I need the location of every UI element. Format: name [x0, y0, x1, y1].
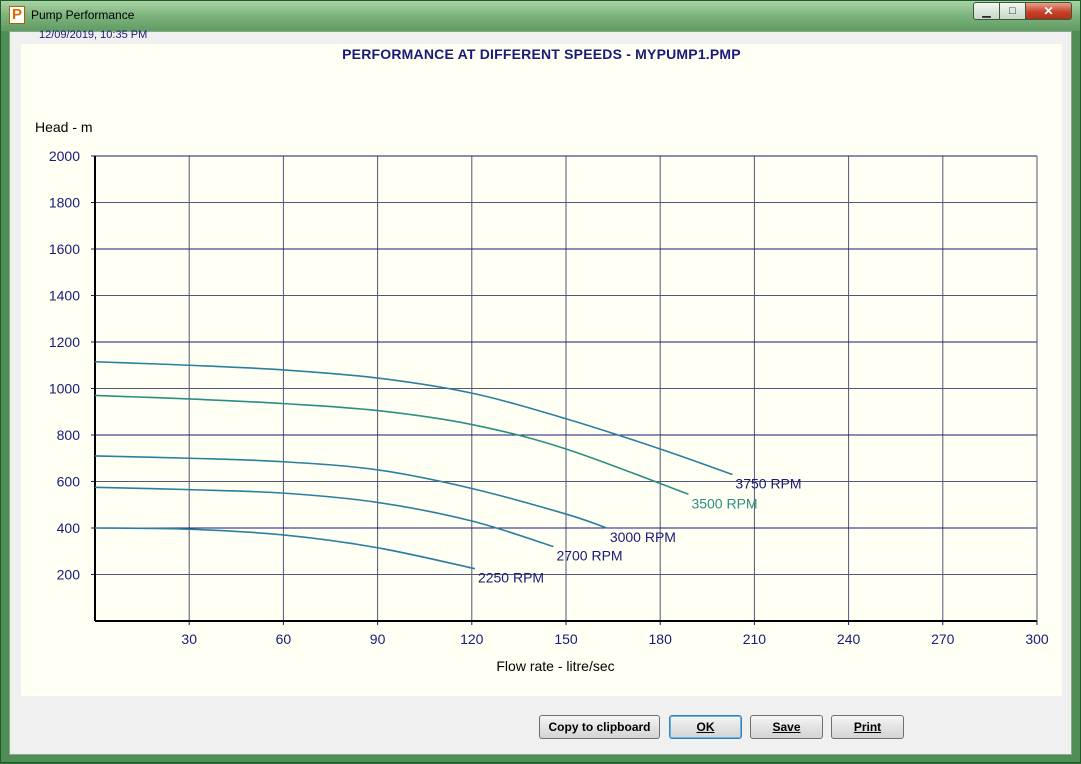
title-bar[interactable]: P Pump Performance ▁ □ ✕: [1, 1, 1080, 31]
save-button[interactable]: Save: [750, 715, 823, 739]
x-tick-label: 210: [743, 631, 767, 647]
curve-3000-rpm: [94, 455, 608, 529]
x-tick-label: 270: [931, 631, 955, 647]
app-logo-icon: P: [9, 6, 25, 24]
x-axis-label: Flow rate - litre/sec: [496, 658, 615, 674]
curve-3500-rpm: [94, 394, 689, 496]
curve-label: 2700 RPM: [556, 548, 622, 564]
y-tick-label: 800: [57, 427, 81, 443]
print-button[interactable]: Print: [831, 715, 904, 739]
x-tick-label: 120: [460, 631, 484, 647]
x-tick-label: 150: [554, 631, 578, 647]
minimize-icon: ▁: [982, 5, 991, 18]
y-tick-label: 1400: [49, 288, 80, 304]
close-icon: ✕: [1043, 4, 1054, 18]
curve-label: 3750 RPM: [735, 476, 801, 492]
x-tick-label: 240: [837, 631, 861, 647]
y-tick-label: 1600: [49, 241, 80, 257]
copy-to-clipboard-button[interactable]: Copy to clipboard: [539, 715, 660, 739]
x-tick-label: 180: [649, 631, 673, 647]
report-timestamp: 12/09/2019, 10:35 PM: [39, 29, 148, 41]
maximize-button[interactable]: □: [1000, 2, 1026, 20]
window-title: Pump Performance: [31, 8, 135, 22]
x-tick-label: 90: [370, 631, 386, 647]
y-tick-label: 600: [57, 474, 81, 490]
x-tick-label: 30: [181, 631, 197, 647]
y-tick-label: 2000: [49, 148, 80, 164]
x-tick-label: 60: [276, 631, 292, 647]
y-tick-label: 400: [57, 520, 81, 536]
close-button[interactable]: ✕: [1026, 2, 1072, 20]
curve-3750-rpm: [94, 360, 733, 476]
curve-label: 3500 RPM: [691, 495, 757, 511]
window-controls: ▁ □ ✕: [973, 2, 1072, 22]
maximize-icon: □: [1009, 5, 1016, 17]
ok-button-label: OK: [696, 720, 715, 734]
y-axis-label: Head - m: [35, 119, 93, 135]
ok-button[interactable]: OK: [669, 715, 742, 739]
curve-label: 2250 RPM: [478, 570, 544, 586]
curve-2700-rpm: [94, 486, 554, 548]
save-button-label: Save: [772, 720, 801, 734]
print-button-label: Print: [853, 720, 882, 734]
minimize-button[interactable]: ▁: [973, 2, 1000, 20]
x-tick-label: 300: [1025, 631, 1049, 647]
y-tick-label: 1800: [49, 195, 80, 211]
y-tick-label: 1200: [49, 334, 80, 350]
curve-label: 3000 RPM: [610, 529, 676, 545]
curve-2250-rpm: [94, 527, 476, 570]
y-tick-label: 1000: [49, 381, 80, 397]
y-tick-label: 200: [57, 567, 81, 583]
chart-title: PERFORMANCE AT DIFFERENT SPEEDS - MYPUMP…: [342, 46, 741, 62]
copy-button-label: Copy to clipboard: [548, 720, 651, 734]
app-logo-letter: P: [11, 6, 22, 23]
